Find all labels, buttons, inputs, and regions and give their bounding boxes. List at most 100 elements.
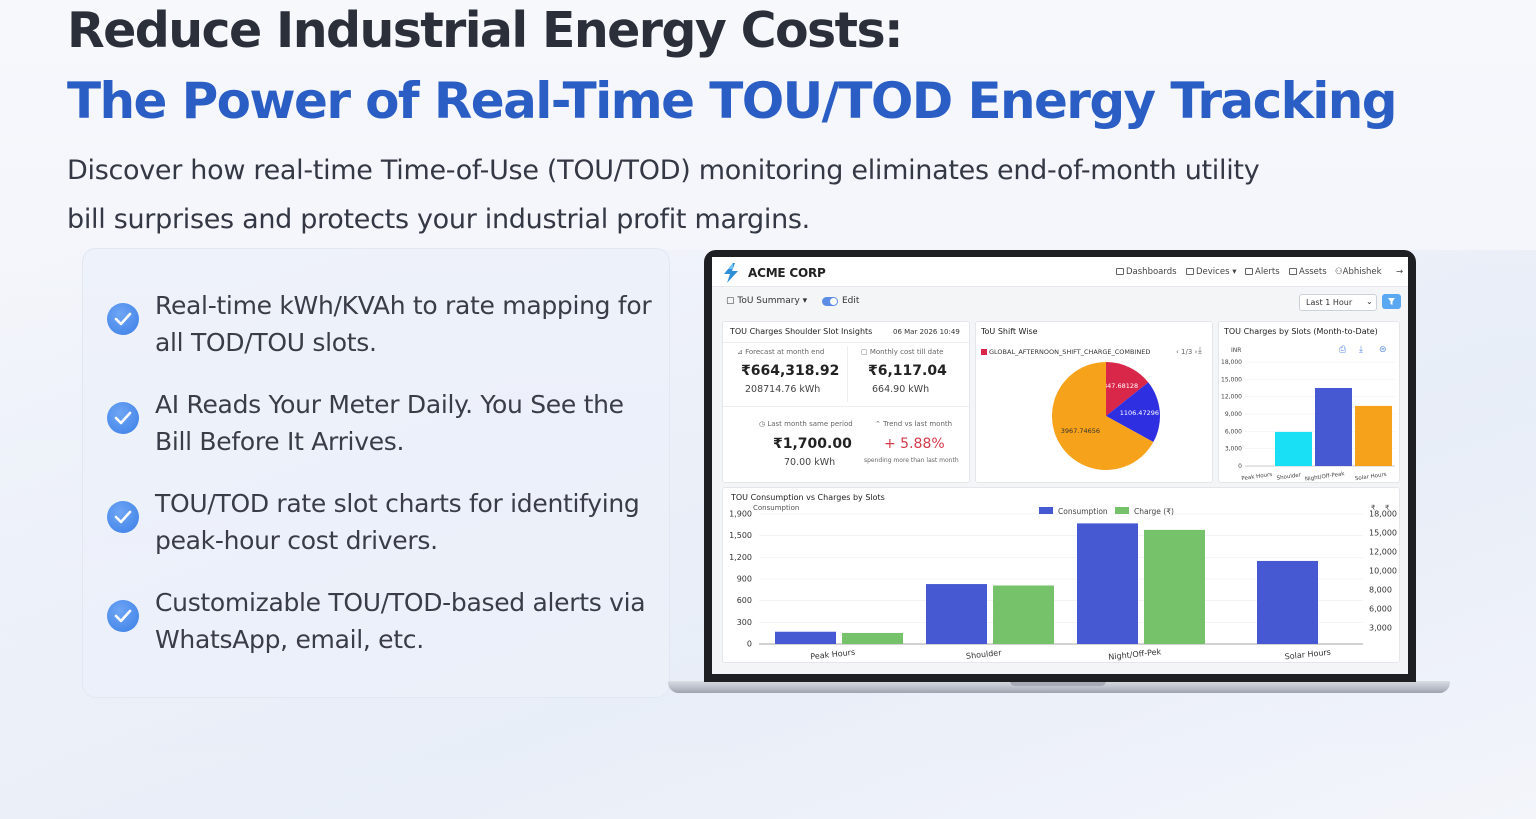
y-axis-label: Consumption	[753, 504, 799, 512]
y-tick-label: 1,200	[729, 553, 752, 562]
check-icon	[107, 303, 139, 335]
divider	[847, 346, 848, 402]
timestamp: 06 Mar 2026 10:49	[893, 328, 960, 336]
bar-charge	[993, 585, 1054, 644]
y-tick-label: 3,000	[1225, 446, 1242, 453]
y-tick-label: 600	[737, 596, 752, 605]
y-tick-label: 0	[1238, 463, 1242, 470]
shift-wise-pie: 847.68128 1106.47296 3967.74656	[1052, 362, 1160, 470]
download-icon[interactable]: ⤓	[1198, 346, 1202, 356]
y-tick-label: 12,000	[1221, 394, 1242, 401]
bar-consumption	[926, 584, 987, 644]
acme-logo-icon	[724, 263, 738, 283]
consumption-bar-chart: Consumption ₹ ₹0 300 600 900 1,200 1,500 1,900 3,…	[729, 504, 1397, 662]
pager-text: 1/3	[1181, 348, 1193, 356]
x-tick-label: Night/Off-Pek	[1108, 647, 1162, 662]
y-axis-label: INR	[1231, 347, 1241, 354]
subtitle: Discover how real-time Time-of-Use (TOU/…	[67, 155, 1260, 235]
monthly-value: ₹6,117.04	[868, 363, 947, 379]
trend-note: spending more than last month	[864, 457, 959, 464]
chevron-down-icon: ⌄	[1366, 297, 1373, 306]
assets-icon	[1289, 268, 1297, 275]
last-month-label: ◷ Last month same period	[759, 420, 853, 428]
x-tick-label: Peak Hours	[1241, 472, 1273, 482]
legend-swatch	[1115, 507, 1129, 514]
y2-tick-label: 3,000	[1369, 624, 1392, 633]
pie-label: 3967.74656	[1061, 427, 1100, 435]
nav-label: Alerts	[1255, 267, 1280, 277]
bar	[1355, 405, 1392, 466]
y2-tick-label: 12,000	[1369, 548, 1397, 557]
panel-title: TOU Charges Shoulder Slot Insights	[730, 327, 873, 336]
y-tick-label: 18,000	[1221, 359, 1242, 366]
bar-consumption	[1257, 560, 1318, 644]
y2-tick-label: 6,000	[1369, 605, 1392, 614]
y2-tick-label: 10,000	[1369, 567, 1397, 576]
panel-title: TOU Charges by Slots (Month-to-Date)	[1224, 327, 1378, 336]
dashboard-selector[interactable]: ▢ ToU Summary ▾	[726, 296, 808, 306]
edit-label: Edit	[842, 296, 860, 306]
filter-button[interactable]	[1382, 294, 1401, 309]
slots-bar-chart: INR 0 3,000 6,000 9,000 12,000 15,000 18,000 Pea…	[1221, 347, 1395, 482]
nav-label: Abhishek	[1342, 267, 1382, 277]
shift-wise-panel: ToU Shift Wise GLOBAL_AFTERNOON_SHIFT_CH…	[975, 321, 1213, 483]
nav-assets[interactable]: Assets	[1289, 267, 1327, 277]
bar-consumption	[775, 631, 836, 644]
download-icon[interactable]: ⤓	[1359, 345, 1363, 355]
nav-label: Devices	[1196, 267, 1230, 277]
nav-alerts[interactable]: Alerts	[1245, 267, 1280, 277]
y-tick-label: 900	[737, 575, 752, 584]
last-month-kwh: 70.00 kWh	[784, 457, 836, 468]
x-tick-label: Peak Hours	[810, 648, 856, 662]
logout-icon[interactable]: →	[1396, 267, 1404, 277]
edit-toggle[interactable]	[822, 297, 838, 306]
nav-devices[interactable]: Devices ▾	[1186, 267, 1236, 277]
settings-icon[interactable]: ⊜	[1379, 345, 1387, 355]
nav-dashboards[interactable]: Dashboards	[1116, 267, 1177, 277]
y2-axis-label: ₹	[1371, 504, 1376, 512]
y-tick-label: 6,000	[1225, 428, 1242, 435]
label-text: Forecast at month end	[745, 348, 825, 356]
label-text: Last month same period	[767, 420, 853, 428]
bar-charge	[1144, 529, 1205, 644]
pie-slice	[1106, 362, 1149, 416]
dashboard-screen: ACME CORP Dashboards Devices ▾ Alerts As…	[712, 257, 1408, 674]
x-tick-label: Solar Hours	[1355, 472, 1388, 482]
y-tick-label: 0	[747, 640, 752, 649]
bar-charge	[842, 632, 903, 644]
feature-text: AI Reads Your Meter Daily. You See the B…	[155, 390, 624, 456]
consumption-panel: TOU Consumption vs Charges by Slots Cons…	[722, 487, 1400, 663]
y2-tick-label: 15,000	[1369, 529, 1397, 538]
pie-slice	[1052, 362, 1154, 470]
forecast-label: ⊿ Forecast at month end	[737, 348, 825, 356]
monthly-kwh: 664.90 kWh	[872, 384, 930, 395]
label-text: Monthly cost till date	[869, 348, 944, 356]
nav-label: Dashboards	[1126, 267, 1177, 277]
y2-axis-label: ₹	[1385, 504, 1390, 512]
panel-title: TOU Consumption vs Charges by Slots	[731, 493, 885, 502]
last-month-value: ₹1,700.00	[773, 436, 852, 452]
bar-consumption	[1077, 523, 1138, 644]
trend-value: + 5.88%	[884, 436, 945, 452]
y-tick-label: 1,500	[729, 531, 752, 540]
legend-swatch	[981, 349, 987, 355]
divider	[723, 342, 969, 343]
laptop-notch	[1010, 681, 1106, 686]
feature-text: Real-time kWh/KVAh to rate mapping for a…	[155, 291, 652, 357]
filter-icon	[1388, 298, 1395, 305]
nav-user[interactable]: ⚇Abhishek	[1335, 267, 1382, 277]
bar	[1275, 431, 1312, 466]
feature-text: TOU/TOD rate slot charts for identifying…	[155, 489, 640, 555]
share-icon[interactable]: ⎙	[1339, 345, 1347, 355]
pie-label: 847.68128	[1103, 382, 1138, 390]
slots-panel: TOU Charges by Slots (Month-to-Date) ⎙ ⤓…	[1218, 321, 1400, 483]
time-range-select[interactable]: Last 1 Hour ⌄	[1299, 294, 1377, 311]
divider	[723, 406, 969, 407]
legend-pager[interactable]: ‹ 1/3 ›	[1176, 348, 1198, 356]
monthly-label: ▢ Monthly cost till date	[861, 348, 944, 356]
headline: Reduce Industrial Energy Costs:	[67, 2, 904, 59]
legend-label: GLOBAL_AFTERNOON_SHIFT_CHARGE_COMBINED	[989, 348, 1151, 356]
legend-label: Consumption	[1058, 507, 1108, 516]
y2-tick-label: 8,000	[1369, 586, 1392, 595]
pie-slice	[1106, 382, 1160, 443]
